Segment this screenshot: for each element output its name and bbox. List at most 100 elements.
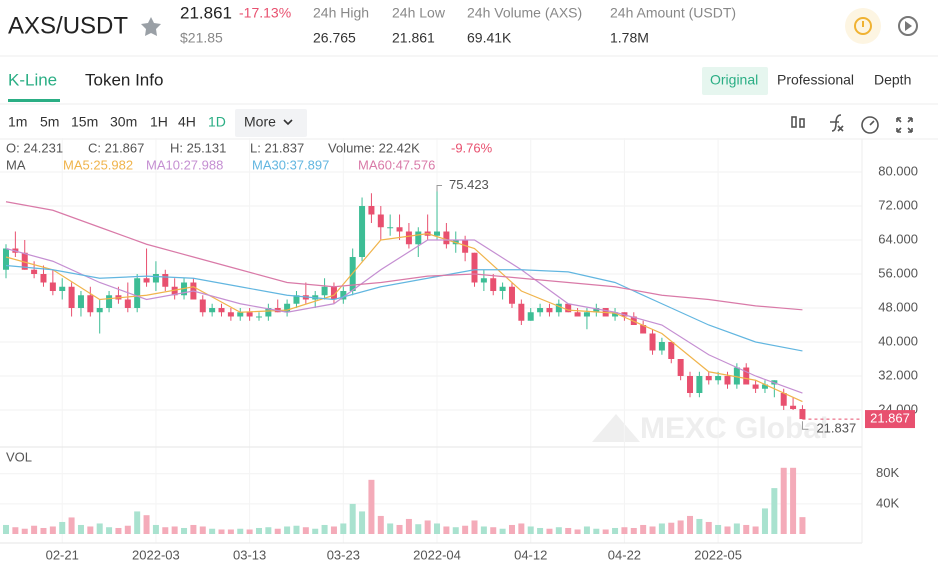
ma-line xyxy=(5,264,803,352)
more-label[interactable]: More xyxy=(244,114,276,130)
volume-bar xyxy=(115,527,122,534)
volume-bar xyxy=(630,527,637,534)
fullscreen-tool[interactable] xyxy=(896,117,913,133)
volume-bar xyxy=(565,527,572,534)
interval[interactable]: 1H xyxy=(150,114,168,130)
interval[interactable]: 15m xyxy=(71,114,98,130)
candle-body xyxy=(134,278,141,308)
volume-bar xyxy=(687,515,694,534)
tab-underline xyxy=(8,99,60,102)
volume-bar xyxy=(265,527,272,534)
candle-body xyxy=(293,295,300,304)
candle-body xyxy=(246,312,253,317)
interval[interactable]: 4H xyxy=(178,114,196,130)
usd-price: $21.85 xyxy=(180,30,223,46)
play-button[interactable] xyxy=(898,16,918,36)
volume-bar xyxy=(227,529,234,534)
candle-body xyxy=(583,312,590,317)
candle-body xyxy=(546,308,553,313)
volume-bar xyxy=(293,525,300,534)
ma-line xyxy=(5,233,803,403)
volume-bar xyxy=(752,526,759,534)
candle-body xyxy=(649,333,656,351)
x-tick-label: 02-21 xyxy=(46,547,79,562)
candle-body xyxy=(40,274,47,283)
info: L: 21.837 xyxy=(250,140,304,155)
view-active xyxy=(702,67,768,95)
candle-body xyxy=(405,231,412,245)
volume-bar xyxy=(490,527,497,534)
volume-bar xyxy=(771,488,778,534)
volume-bar xyxy=(377,515,384,534)
volume-bar xyxy=(284,526,291,534)
volume-bar xyxy=(612,527,619,534)
stat-value: 1.78M xyxy=(610,30,649,46)
volume-bar xyxy=(649,526,656,534)
candle-body xyxy=(227,312,234,317)
x-tick-label: 03-23 xyxy=(327,547,360,562)
stat-label: 24h Low xyxy=(392,5,446,21)
info: O: 24.231 xyxy=(6,140,63,155)
volume-bar xyxy=(640,524,647,534)
stat-label: 24h High xyxy=(313,5,369,21)
play-icon xyxy=(905,21,912,31)
candle-body xyxy=(377,214,384,228)
notice-icon xyxy=(854,17,872,35)
interval[interactable]: 5m xyxy=(40,114,59,130)
volume-bar xyxy=(162,527,169,534)
candle-body xyxy=(555,303,562,313)
more-button[interactable] xyxy=(235,109,307,137)
candle-body xyxy=(724,376,731,385)
volume-bar xyxy=(106,527,113,534)
candle-body xyxy=(368,206,375,215)
volume-bar xyxy=(508,524,515,534)
volume-bar xyxy=(199,526,206,534)
candle-tool[interactable] xyxy=(799,118,805,128)
candle-body xyxy=(87,295,94,313)
ma-legend: MA60:47.576 xyxy=(358,157,435,172)
candle-tool[interactable] xyxy=(791,116,797,128)
candle-body xyxy=(696,376,703,393)
candle-body xyxy=(340,291,347,300)
volume-bar xyxy=(302,527,309,534)
volume-bar xyxy=(537,527,544,534)
candle-body xyxy=(415,231,422,245)
volume-bar xyxy=(209,528,216,534)
candle-body xyxy=(199,299,206,313)
intervals: 1m 5m 15m 30m 1H 4H 1D xyxy=(8,114,226,130)
indicator-tool[interactable] xyxy=(830,114,844,132)
candle-body xyxy=(330,286,337,300)
candle-body xyxy=(387,227,394,229)
volume-bar xyxy=(68,517,75,534)
candle-body xyxy=(527,312,534,321)
vol-label: VOL xyxy=(6,449,32,464)
volume-bar xyxy=(218,529,225,534)
tab[interactable]: K-Line xyxy=(8,70,57,89)
view-option[interactable]: Original xyxy=(710,72,758,88)
candle-body xyxy=(359,206,366,257)
volume-bar xyxy=(677,520,684,534)
volume-bar xyxy=(3,524,9,534)
favorite-star[interactable] xyxy=(141,17,161,36)
interval[interactable]: 30m xyxy=(110,114,137,130)
volume-bar xyxy=(780,467,787,534)
volume-bar xyxy=(799,517,806,534)
volume-bar xyxy=(415,524,422,534)
info: H: 25.131 xyxy=(170,140,226,155)
low-label: 21.837 xyxy=(816,421,856,436)
volume-bar xyxy=(462,525,469,534)
ma-label: MA xyxy=(6,157,26,172)
volume-bar xyxy=(724,526,731,534)
interval[interactable]: 1D xyxy=(208,114,226,130)
tab[interactable]: Token Info xyxy=(85,70,163,89)
ma-legend: MA10:27.988 xyxy=(146,157,223,172)
view-option[interactable]: Depth xyxy=(874,72,911,88)
volume-bar xyxy=(340,523,347,534)
view-option[interactable]: Professional xyxy=(777,72,854,88)
candle-body xyxy=(152,274,159,283)
candle-body xyxy=(480,278,487,283)
volume-bar xyxy=(715,524,722,534)
interval[interactable]: 1m xyxy=(8,114,27,130)
settings-tool[interactable] xyxy=(861,116,879,134)
ma-line xyxy=(5,201,803,311)
